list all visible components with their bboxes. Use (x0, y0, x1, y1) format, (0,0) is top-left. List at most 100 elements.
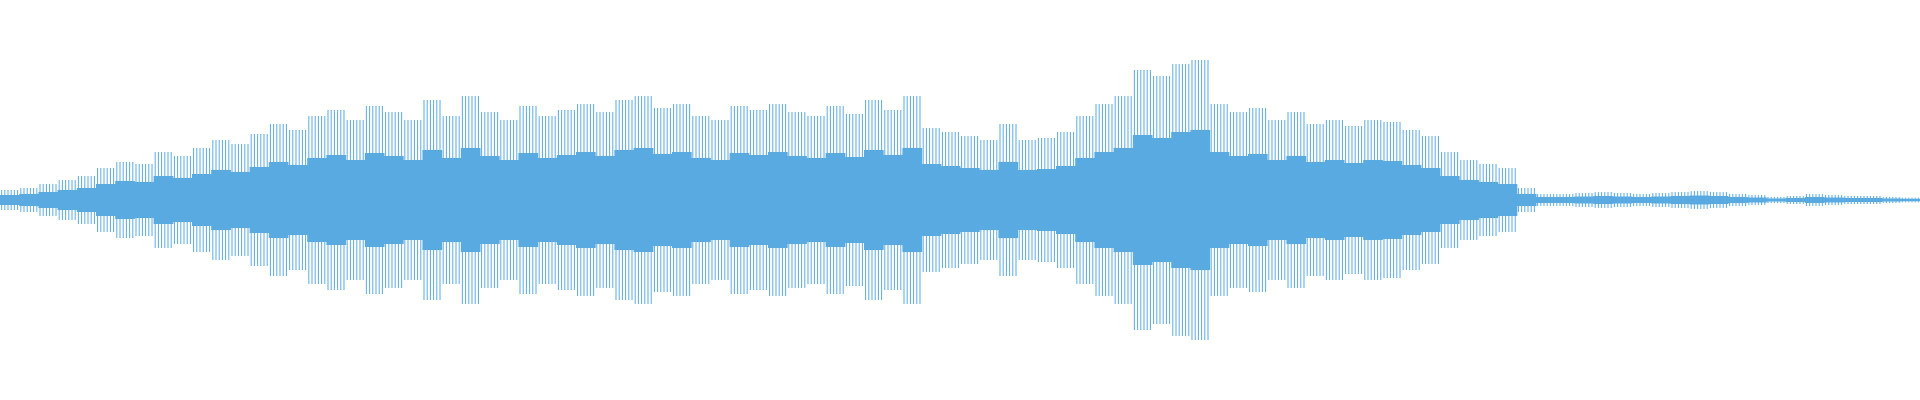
wave-core (883, 155, 903, 245)
wave-core (1728, 197, 1748, 203)
wave-core (230, 172, 251, 228)
wave-core (172, 178, 193, 222)
wave-core (460, 148, 481, 252)
wave-core (1132, 135, 1153, 265)
wave-core (1747, 197, 1767, 203)
wave-core (288, 165, 308, 235)
wave-core (556, 155, 577, 245)
wave-core (844, 157, 865, 243)
wave-core (1708, 196, 1729, 204)
wave-core (729, 153, 750, 247)
wave-core (1900, 198, 1920, 202)
wave-core (307, 158, 327, 242)
wave-core (864, 150, 884, 250)
wave-core (57, 190, 78, 210)
wave-core (1056, 166, 1076, 234)
wave-core (345, 160, 366, 240)
wave-core (76, 188, 97, 212)
wave-core (1536, 197, 1556, 203)
wave-core (1171, 132, 1191, 268)
wave-core (1344, 163, 1364, 237)
wave-core (268, 162, 289, 238)
wave-core (0, 195, 20, 205)
wave-core (768, 152, 788, 248)
wave-core (902, 148, 923, 252)
wave-core (1651, 196, 1671, 204)
wave-core (1766, 198, 1787, 202)
wave-core (1574, 196, 1595, 204)
wave-core (633, 148, 654, 252)
wave-core (1785, 198, 1806, 202)
wave-core (441, 158, 462, 242)
wave-core (921, 164, 942, 236)
wave-core (518, 153, 539, 247)
wave-core (1248, 154, 1268, 246)
wave-core (1670, 196, 1691, 204)
wave-core (1152, 138, 1172, 262)
wave-core (1363, 160, 1383, 240)
wave-core (748, 155, 769, 245)
wave-core (1113, 148, 1134, 252)
wave-core (1267, 160, 1287, 240)
wave-core (1209, 152, 1230, 248)
wave-core (1689, 195, 1710, 205)
wave-core (1382, 161, 1403, 239)
wave-core (1420, 168, 1441, 232)
wave-core (1440, 176, 1460, 224)
wave-core (806, 158, 827, 242)
wave-core (1632, 197, 1652, 203)
wave-core (1555, 197, 1575, 203)
wave-core (1305, 162, 1326, 238)
wave-core (1478, 182, 1499, 218)
wave-core (134, 182, 155, 218)
wave-core (1843, 198, 1863, 202)
wave-core (691, 158, 711, 242)
wave-core (38, 192, 59, 208)
wave-core (1017, 170, 1038, 230)
wave-core (672, 152, 692, 248)
wave-core (940, 166, 961, 234)
wave-core (211, 170, 231, 230)
wave-core (787, 156, 807, 244)
wave-core (1459, 180, 1479, 220)
wave-core (499, 160, 519, 240)
wave-core (384, 156, 404, 244)
wave-core (710, 160, 731, 240)
wave-core (1516, 194, 1537, 206)
wave-core (326, 155, 347, 245)
wave-core (1401, 165, 1422, 235)
wave-core (1094, 152, 1115, 248)
wave-core (576, 152, 596, 248)
wave-core (825, 153, 846, 247)
wave-core (979, 170, 999, 230)
wave-core (19, 194, 39, 206)
wave-core (1190, 130, 1211, 270)
wave-core (998, 162, 1019, 238)
wave-core (1324, 160, 1345, 240)
wave-core (249, 167, 270, 233)
wave-core (1824, 197, 1844, 203)
wave-core (115, 181, 135, 219)
wave-core (1804, 197, 1825, 203)
wave-core (422, 150, 443, 250)
wave-core (192, 174, 212, 226)
wave-core (1593, 196, 1614, 204)
wave-core (537, 158, 558, 242)
wave-core (960, 168, 980, 232)
wave-core (1075, 158, 1095, 242)
wave-core (480, 156, 500, 244)
wave-core (652, 154, 673, 246)
wave-core (595, 156, 615, 244)
wave-core (96, 184, 116, 216)
wave-core (403, 160, 423, 240)
wave-core (1228, 156, 1249, 244)
wave-core (1612, 196, 1633, 204)
wave-core (1497, 184, 1518, 216)
wave-core (1881, 198, 1902, 202)
wave-core (1036, 169, 1057, 231)
wave-core (1862, 198, 1883, 202)
wave-core (1286, 156, 1307, 244)
wave-core (364, 153, 385, 247)
